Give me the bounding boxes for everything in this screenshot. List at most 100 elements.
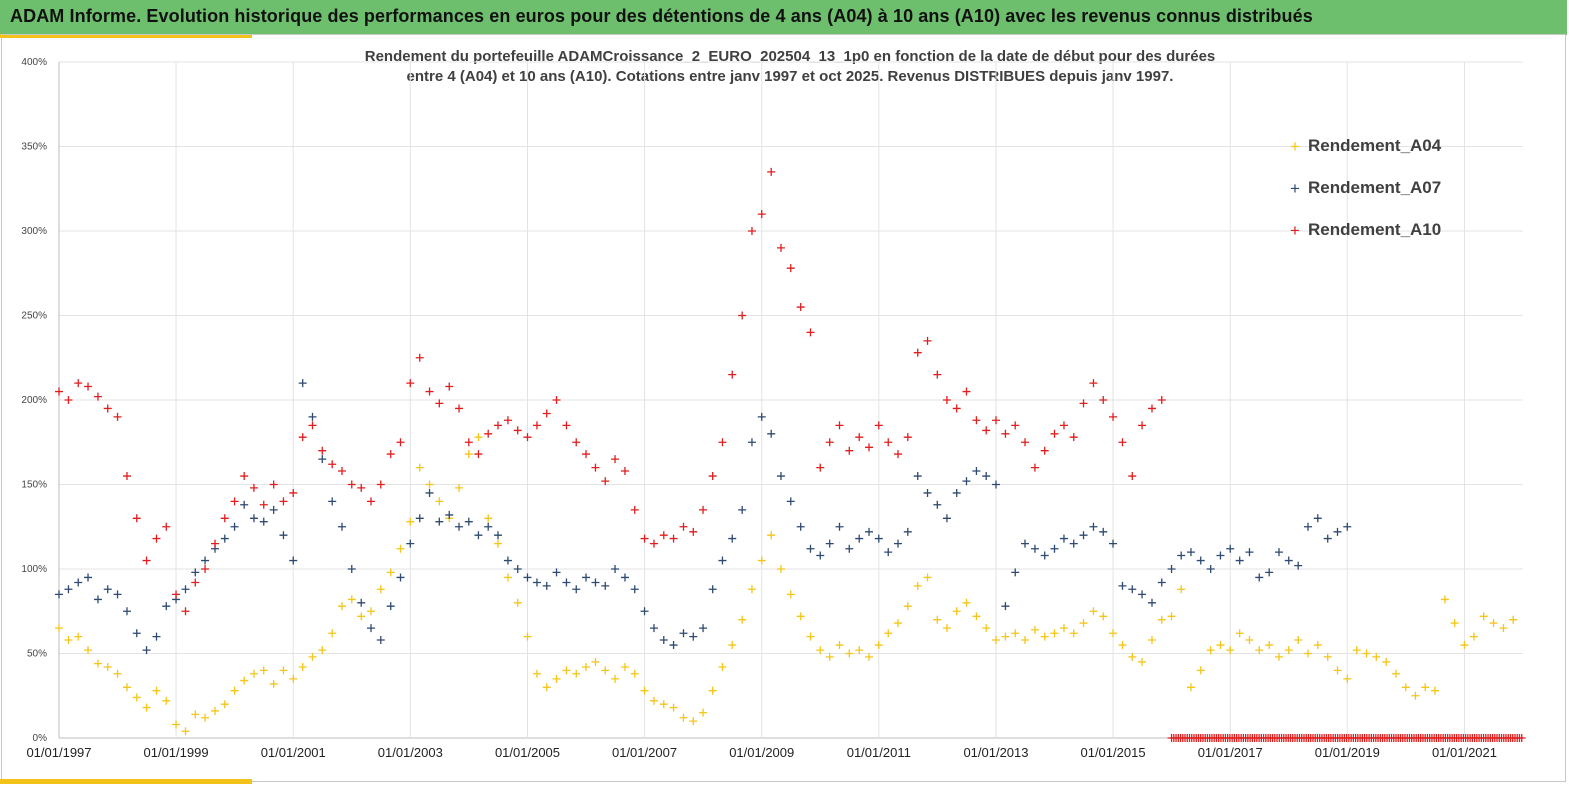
data-point: [347, 480, 356, 489]
data-point: [230, 686, 239, 695]
data-point: [357, 598, 366, 607]
series-rendement_a10: [55, 167, 1166, 616]
data-point: [74, 379, 83, 388]
y-tick-label: 0%: [33, 733, 48, 744]
data-point: [523, 573, 532, 582]
data-point: [1517, 734, 1526, 742]
data-point: [1128, 472, 1137, 481]
data-point: [1255, 646, 1264, 655]
data-point: [328, 629, 337, 638]
data-point: [1011, 629, 1020, 638]
data-point: [952, 488, 961, 497]
data-point: [611, 565, 620, 573]
data-point: [669, 703, 678, 712]
chart-title: Rendement du portefeuille ADAMCroissance…: [250, 47, 1330, 87]
data-point: [328, 460, 337, 469]
data-point: [699, 624, 708, 633]
data-point: [1294, 561, 1303, 570]
data-point: [649, 539, 658, 548]
data-point: [337, 466, 346, 475]
chart-frame: [1, 34, 1566, 782]
x-tick-label: 01/01/2021: [1432, 745, 1497, 760]
data-point: [1138, 421, 1147, 430]
data-point: [396, 573, 405, 582]
data-point: [747, 585, 756, 594]
data-point: [601, 666, 610, 675]
data-point: [1040, 446, 1049, 455]
data-point: [367, 497, 376, 506]
data-point: [211, 706, 220, 715]
data-point: [1265, 641, 1274, 650]
x-tick-label: 01/01/2013: [963, 745, 1028, 760]
data-point: [728, 534, 737, 543]
data-point: [630, 585, 639, 594]
data-point: [718, 438, 727, 447]
data-point: [776, 565, 785, 573]
data-point: [816, 551, 825, 560]
data-point: [572, 669, 581, 678]
data-point: [240, 472, 249, 481]
data-point: [542, 581, 551, 590]
data-point: [152, 686, 161, 695]
data-point: [406, 539, 415, 548]
x-tick-label: 01/01/2007: [612, 745, 677, 760]
data-point: [845, 544, 854, 553]
data-point: [162, 696, 171, 705]
data-point: [1118, 581, 1127, 590]
data-point: [484, 514, 493, 523]
data-point: [1079, 531, 1088, 540]
data-point: [415, 514, 424, 523]
data-point: [386, 602, 395, 611]
data-point: [74, 578, 83, 587]
data-point: [591, 578, 600, 587]
data-point: [64, 396, 73, 404]
data-point: [1430, 686, 1439, 695]
y-tick-label: 400%: [21, 57, 47, 68]
data-point: [376, 585, 385, 594]
data-point: [659, 635, 668, 644]
data-point: [1089, 379, 1098, 388]
data-point: [220, 514, 229, 523]
x-tick-label: 01/01/2011: [847, 745, 911, 760]
data-point: [269, 505, 278, 514]
data-point: [630, 505, 639, 514]
data-point: [132, 629, 141, 638]
data-point: [1206, 646, 1215, 655]
data-point: [1245, 635, 1254, 644]
data-point: [240, 676, 249, 685]
data-point: [328, 497, 337, 506]
data-point: [1079, 399, 1088, 408]
data-point: [1294, 635, 1303, 644]
data-point: [220, 700, 229, 709]
data-point: [542, 409, 551, 418]
data-point: [874, 641, 883, 650]
data-point: [1186, 548, 1195, 557]
data-point: [1245, 548, 1254, 557]
data-point: [738, 615, 747, 624]
y-tick-label: 50%: [27, 649, 47, 660]
data-point: [923, 573, 932, 582]
data-point: [464, 450, 473, 459]
data-point: [1479, 612, 1488, 621]
x-tick-label: 01/01/2005: [495, 745, 560, 760]
data-point: [923, 488, 932, 497]
x-tick-label: 01/01/1999: [144, 745, 209, 760]
data-point: [1274, 652, 1283, 661]
data-point: [55, 387, 63, 396]
accent-stripe-top: [0, 34, 252, 38]
data-point: [1372, 652, 1381, 661]
data-point: [738, 311, 747, 320]
data-point: [1099, 527, 1108, 536]
data-point: [942, 624, 951, 633]
y-tick-label: 100%: [21, 564, 47, 575]
data-point: [552, 674, 561, 683]
data-point: [425, 387, 434, 396]
data-point: [113, 669, 122, 678]
data-point: [532, 669, 541, 678]
data-point: [279, 531, 288, 540]
data-point: [708, 472, 717, 481]
data-point: [64, 635, 73, 644]
data-point: [357, 612, 366, 621]
data-point: [230, 522, 239, 531]
